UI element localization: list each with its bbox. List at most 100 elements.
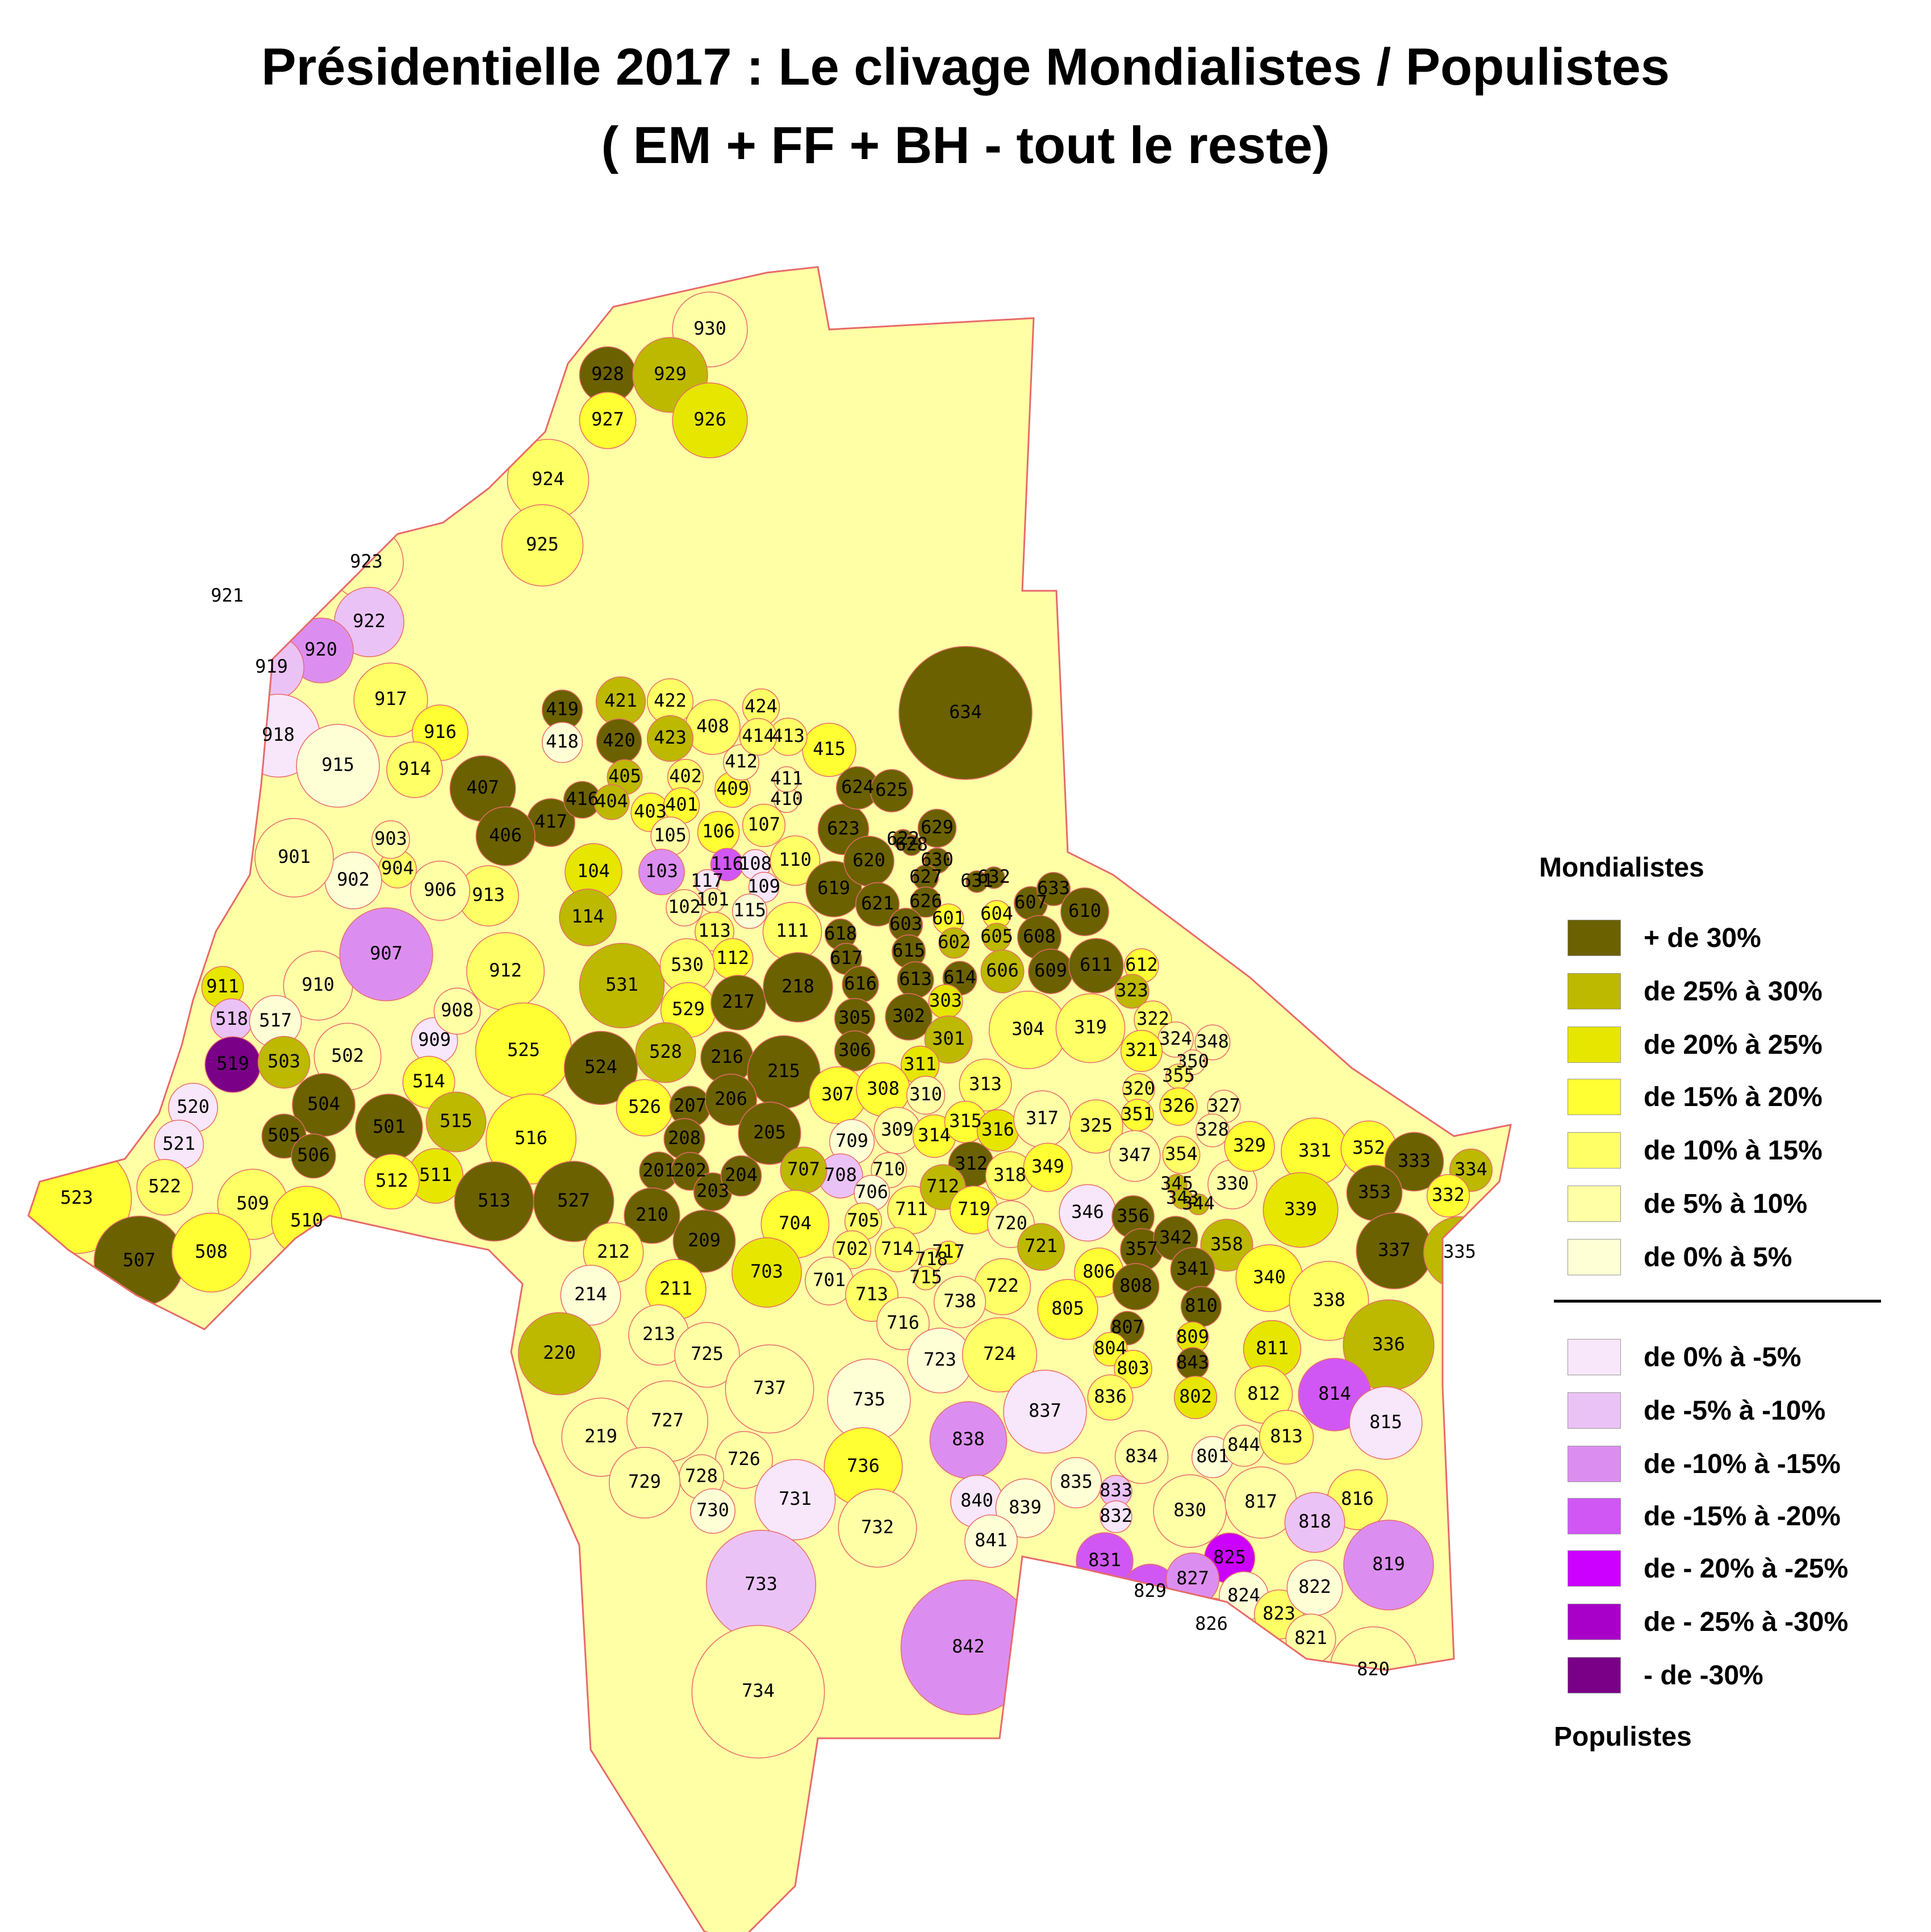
legend-label: de 0% à -5% bbox=[1644, 1342, 1802, 1372]
district-508 bbox=[171, 1212, 252, 1293]
legend-item: de 20% à 25% bbox=[1568, 1025, 1823, 1065]
district-label: 907 bbox=[370, 942, 403, 964]
district-label: 115 bbox=[733, 899, 766, 921]
district-label: 835 bbox=[1060, 1471, 1093, 1492]
district-label: 610 bbox=[1068, 900, 1101, 921]
district-label: 314 bbox=[918, 1124, 951, 1146]
district-label: 347 bbox=[1118, 1144, 1151, 1166]
district-label: 619 bbox=[817, 877, 850, 899]
district-label: 116 bbox=[710, 853, 743, 874]
district-label: 614 bbox=[943, 966, 976, 988]
district-label: 504 bbox=[307, 1093, 340, 1115]
district-label: 318 bbox=[993, 1164, 1026, 1186]
district-label: 516 bbox=[515, 1127, 547, 1149]
district-737 bbox=[725, 1344, 814, 1434]
district-label: 220 bbox=[543, 1342, 576, 1363]
district-label: 303 bbox=[929, 990, 962, 1011]
district-917 bbox=[353, 662, 428, 737]
district-label: 716 bbox=[887, 1312, 919, 1333]
district-label: 212 bbox=[597, 1241, 630, 1262]
district-label: 337 bbox=[1378, 1239, 1411, 1261]
legend-label: de 10% à 15% bbox=[1644, 1135, 1823, 1166]
legend-item: de 10% à 15% bbox=[1568, 1130, 1823, 1170]
district-label: 335 bbox=[1443, 1241, 1476, 1262]
district-label: 718 bbox=[915, 1248, 948, 1270]
district-label: 316 bbox=[981, 1119, 1014, 1140]
district-label: 322 bbox=[1136, 1008, 1169, 1029]
district-label: 304 bbox=[1012, 1018, 1044, 1040]
district-label: 403 bbox=[634, 800, 667, 822]
district-label: 730 bbox=[696, 1499, 729, 1521]
district-label: 910 bbox=[302, 974, 335, 995]
district-label: 419 bbox=[546, 698, 579, 720]
district-label: 109 bbox=[747, 875, 780, 897]
district-524 bbox=[563, 1030, 638, 1105]
district-label: 805 bbox=[1051, 1297, 1084, 1319]
district-label: 339 bbox=[1284, 1198, 1317, 1220]
district-107 bbox=[742, 803, 786, 848]
district-406 bbox=[475, 806, 536, 866]
district-label: 411 bbox=[770, 767, 803, 789]
district-621 bbox=[855, 882, 900, 927]
district-321 bbox=[1120, 1029, 1163, 1073]
district-819 bbox=[1343, 1520, 1434, 1610]
district-label: 832 bbox=[1100, 1505, 1132, 1526]
district-527 bbox=[533, 1161, 615, 1242]
district-926 bbox=[672, 382, 748, 458]
district-label: 729 bbox=[628, 1471, 661, 1492]
legend-label: de -5% à -10% bbox=[1644, 1395, 1826, 1426]
district-319 bbox=[1055, 993, 1126, 1063]
district-label: 409 bbox=[716, 778, 749, 799]
district-730 bbox=[690, 1488, 735, 1534]
district-label: 507 bbox=[123, 1249, 156, 1271]
legend-item: de - 20% à -25% bbox=[1568, 1549, 1848, 1588]
district-label: 627 bbox=[909, 866, 942, 887]
legend-swatch bbox=[1568, 1446, 1621, 1482]
district-label: 632 bbox=[977, 866, 1010, 887]
district-label: 820 bbox=[1357, 1658, 1390, 1680]
legend-heading-mondialistes: Mondialistes bbox=[1539, 853, 1704, 883]
district-901 bbox=[254, 818, 334, 898]
district-label: 324 bbox=[1159, 1028, 1192, 1049]
district-label: 603 bbox=[889, 913, 922, 934]
district-label: 202 bbox=[674, 1159, 707, 1181]
district-329 bbox=[1224, 1121, 1275, 1172]
legend-label: de 25% à 30% bbox=[1644, 976, 1823, 1007]
district-label: 607 bbox=[1014, 891, 1047, 913]
legend-label: de -10% à -15% bbox=[1644, 1449, 1841, 1479]
legend-swatch bbox=[1568, 1550, 1621, 1587]
district-label: 714 bbox=[881, 1238, 914, 1259]
legend-item: - de -30% bbox=[1568, 1655, 1763, 1695]
district-310 bbox=[906, 1075, 946, 1115]
district-411 bbox=[773, 766, 800, 793]
district-label: 309 bbox=[881, 1119, 914, 1140]
district-label: 631 bbox=[960, 870, 993, 891]
district-label: 105 bbox=[654, 824, 687, 846]
district-label: 738 bbox=[943, 1290, 976, 1312]
district-label: 920 bbox=[304, 639, 337, 660]
district-label: 501 bbox=[373, 1116, 406, 1137]
district-label: 508 bbox=[195, 1241, 228, 1262]
district-label: 206 bbox=[714, 1088, 747, 1109]
district-label: 633 bbox=[1037, 877, 1070, 899]
legend-divider bbox=[1554, 1300, 1881, 1303]
district-label: 912 bbox=[489, 959, 522, 981]
district-label: 505 bbox=[268, 1124, 300, 1146]
district-label: 812 bbox=[1247, 1383, 1280, 1404]
district-label: 210 bbox=[636, 1204, 668, 1225]
district-313 bbox=[959, 1058, 1012, 1112]
legend-label: + de 30% bbox=[1644, 923, 1761, 953]
legend-swatch bbox=[1568, 1026, 1621, 1063]
district-label: 844 bbox=[1227, 1434, 1260, 1455]
district-354 bbox=[1162, 1136, 1201, 1174]
district-label: 515 bbox=[440, 1110, 473, 1132]
district-label: 520 bbox=[177, 1096, 210, 1117]
district-label: 320 bbox=[1122, 1078, 1155, 1099]
district-347 bbox=[1109, 1130, 1161, 1182]
district-label: 311 bbox=[904, 1053, 937, 1075]
district-label: 737 bbox=[753, 1377, 786, 1399]
district-610 bbox=[1060, 887, 1109, 936]
legend-swatch bbox=[1568, 1498, 1621, 1534]
district-label: 629 bbox=[921, 816, 954, 838]
district-label: 916 bbox=[424, 721, 457, 742]
